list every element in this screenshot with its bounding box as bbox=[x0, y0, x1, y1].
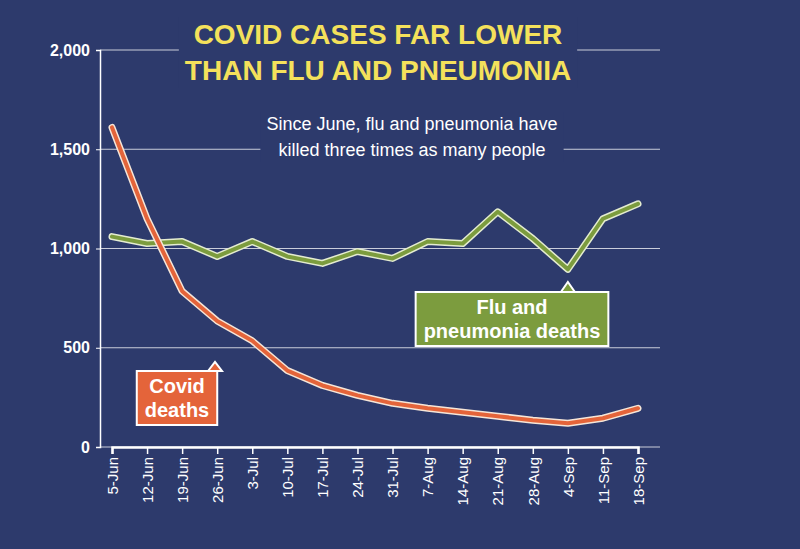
y-tick-mark bbox=[96, 50, 100, 51]
x-tick-mark bbox=[427, 447, 429, 454]
y-axis-line bbox=[96, 51, 101, 448]
x-tick-mark bbox=[603, 447, 605, 454]
y-tick: 0 bbox=[81, 439, 100, 456]
x-tick: 21-Aug bbox=[489, 447, 506, 505]
x-tick: 10-Jul bbox=[279, 447, 296, 498]
grid bbox=[100, 50, 660, 447]
subtitle-background bbox=[260, 112, 563, 162]
series-label-box bbox=[137, 371, 217, 425]
x-tick-mark bbox=[182, 447, 184, 454]
x-tick-label: 24-Jul bbox=[349, 457, 366, 498]
plot-area bbox=[112, 127, 638, 423]
series-label-box bbox=[416, 292, 609, 346]
x-tick-label: 3-Jul bbox=[244, 457, 261, 490]
x-tick-label: 11-Sep bbox=[595, 457, 612, 504]
title: COVID CASES FAR LOWERTHAN FLU AND PNEUMO… bbox=[185, 19, 571, 86]
x-tick-mark bbox=[357, 447, 359, 454]
series-label-pointer bbox=[561, 282, 575, 292]
x-tick-label: 4-Sep bbox=[560, 457, 577, 497]
x-tick: 7-Aug bbox=[419, 447, 436, 497]
x-tick-mark bbox=[287, 447, 289, 454]
x-tick-label: 7-Aug bbox=[419, 457, 436, 497]
x-tick: 3-Jul bbox=[244, 447, 261, 490]
y-tick-mark bbox=[96, 249, 100, 250]
x-tick-label: 28-Aug bbox=[525, 457, 542, 505]
y-tick-label: 1,500 bbox=[50, 141, 90, 158]
x-tick-label: 5-Jun bbox=[104, 457, 121, 495]
line bbox=[112, 127, 638, 423]
y-tick-label: 0 bbox=[81, 439, 90, 456]
x-tick: 17-Jul bbox=[314, 447, 331, 498]
x-tick-label: 18-Sep bbox=[630, 457, 647, 505]
x-tick-mark bbox=[112, 447, 114, 454]
x-tick-label: 14-Aug bbox=[454, 457, 471, 505]
series-label: Coviddeaths bbox=[137, 362, 222, 425]
y-tick: 500 bbox=[63, 339, 100, 356]
x-tick-mark bbox=[462, 447, 464, 454]
x-tick-mark bbox=[497, 447, 499, 454]
chart: 0 500 1,000 1,500 2,000 5-Jun 12-Jun 19-Jun 26-J… bbox=[0, 0, 800, 549]
x-tick-label: 10-Jul bbox=[279, 457, 296, 498]
y-tick: 1,000 bbox=[50, 240, 100, 257]
x-tick-mark bbox=[392, 447, 394, 454]
line bbox=[112, 204, 638, 270]
x-tick-mark bbox=[568, 447, 570, 454]
x-tick: 26-Jun bbox=[209, 447, 226, 503]
subtitle: Since June, flu and pneumonia havekilled… bbox=[266, 114, 557, 160]
x-tick-label: 26-Jun bbox=[209, 457, 226, 503]
x-tick-mark bbox=[533, 447, 535, 454]
x-tick: 28-Aug bbox=[525, 447, 542, 505]
x-tick: 14-Aug bbox=[454, 447, 471, 505]
x-tick-mark bbox=[638, 447, 640, 454]
y-tick-mark bbox=[96, 348, 100, 349]
y-tick: 2,000 bbox=[50, 42, 100, 59]
x-tick-label: 31-Jul bbox=[384, 457, 401, 498]
line-outline bbox=[112, 127, 638, 423]
x-tick-label: 19-Jun bbox=[174, 457, 191, 503]
y-tick-mark bbox=[96, 149, 100, 150]
y-tick-label: 500 bbox=[63, 339, 90, 356]
y-tick-label: 2,000 bbox=[50, 42, 90, 59]
subtitle-group: Since June, flu and pneumonia havekilled… bbox=[260, 112, 563, 162]
series-label-pointer bbox=[208, 362, 222, 371]
grid-line bbox=[100, 347, 660, 348]
x-tick: 5-Jun bbox=[104, 447, 121, 495]
x-tick-label: 12-Jun bbox=[139, 457, 156, 503]
x-tick-mark bbox=[147, 447, 149, 454]
x-tick: 4-Sep bbox=[560, 447, 577, 497]
title-group: COVID CASES FAR LOWERTHAN FLU AND PNEUMO… bbox=[179, 17, 577, 88]
x-tick: 31-Jul bbox=[384, 447, 401, 498]
grid-line bbox=[100, 248, 660, 249]
y-axis: 0 500 1,000 1,500 2,000 bbox=[50, 42, 101, 456]
y-tick: 1,500 bbox=[50, 141, 100, 158]
x-tick-label: 21-Aug bbox=[489, 457, 506, 505]
title-background bbox=[179, 17, 577, 88]
background bbox=[0, 0, 800, 549]
x-tick: 19-Jun bbox=[174, 447, 191, 503]
x-tick: 12-Jun bbox=[139, 447, 156, 503]
x-tick-mark bbox=[322, 447, 324, 454]
x-axis: 5-Jun 12-Jun 19-Jun 26-Jun 3-Jul 10-Jul 17-Jul… bbox=[104, 447, 647, 505]
x-tick-label: 17-Jul bbox=[314, 457, 331, 498]
y-tick-mark bbox=[96, 447, 100, 448]
series-label-text: Coviddeaths bbox=[145, 375, 209, 421]
x-axis-line bbox=[113, 448, 639, 455]
x-tick: 18-Sep bbox=[630, 447, 647, 505]
series-label-text: Flu andpneumonia deaths bbox=[424, 296, 601, 342]
series-label: Flu andpneumonia deaths bbox=[416, 282, 609, 346]
y-tick-label: 1,000 bbox=[50, 240, 90, 257]
line-outline bbox=[112, 204, 638, 270]
x-tick-mark bbox=[252, 447, 254, 454]
x-tick-mark bbox=[217, 447, 219, 454]
x-tick: 24-Jul bbox=[349, 447, 366, 498]
x-tick: 11-Sep bbox=[595, 447, 612, 504]
